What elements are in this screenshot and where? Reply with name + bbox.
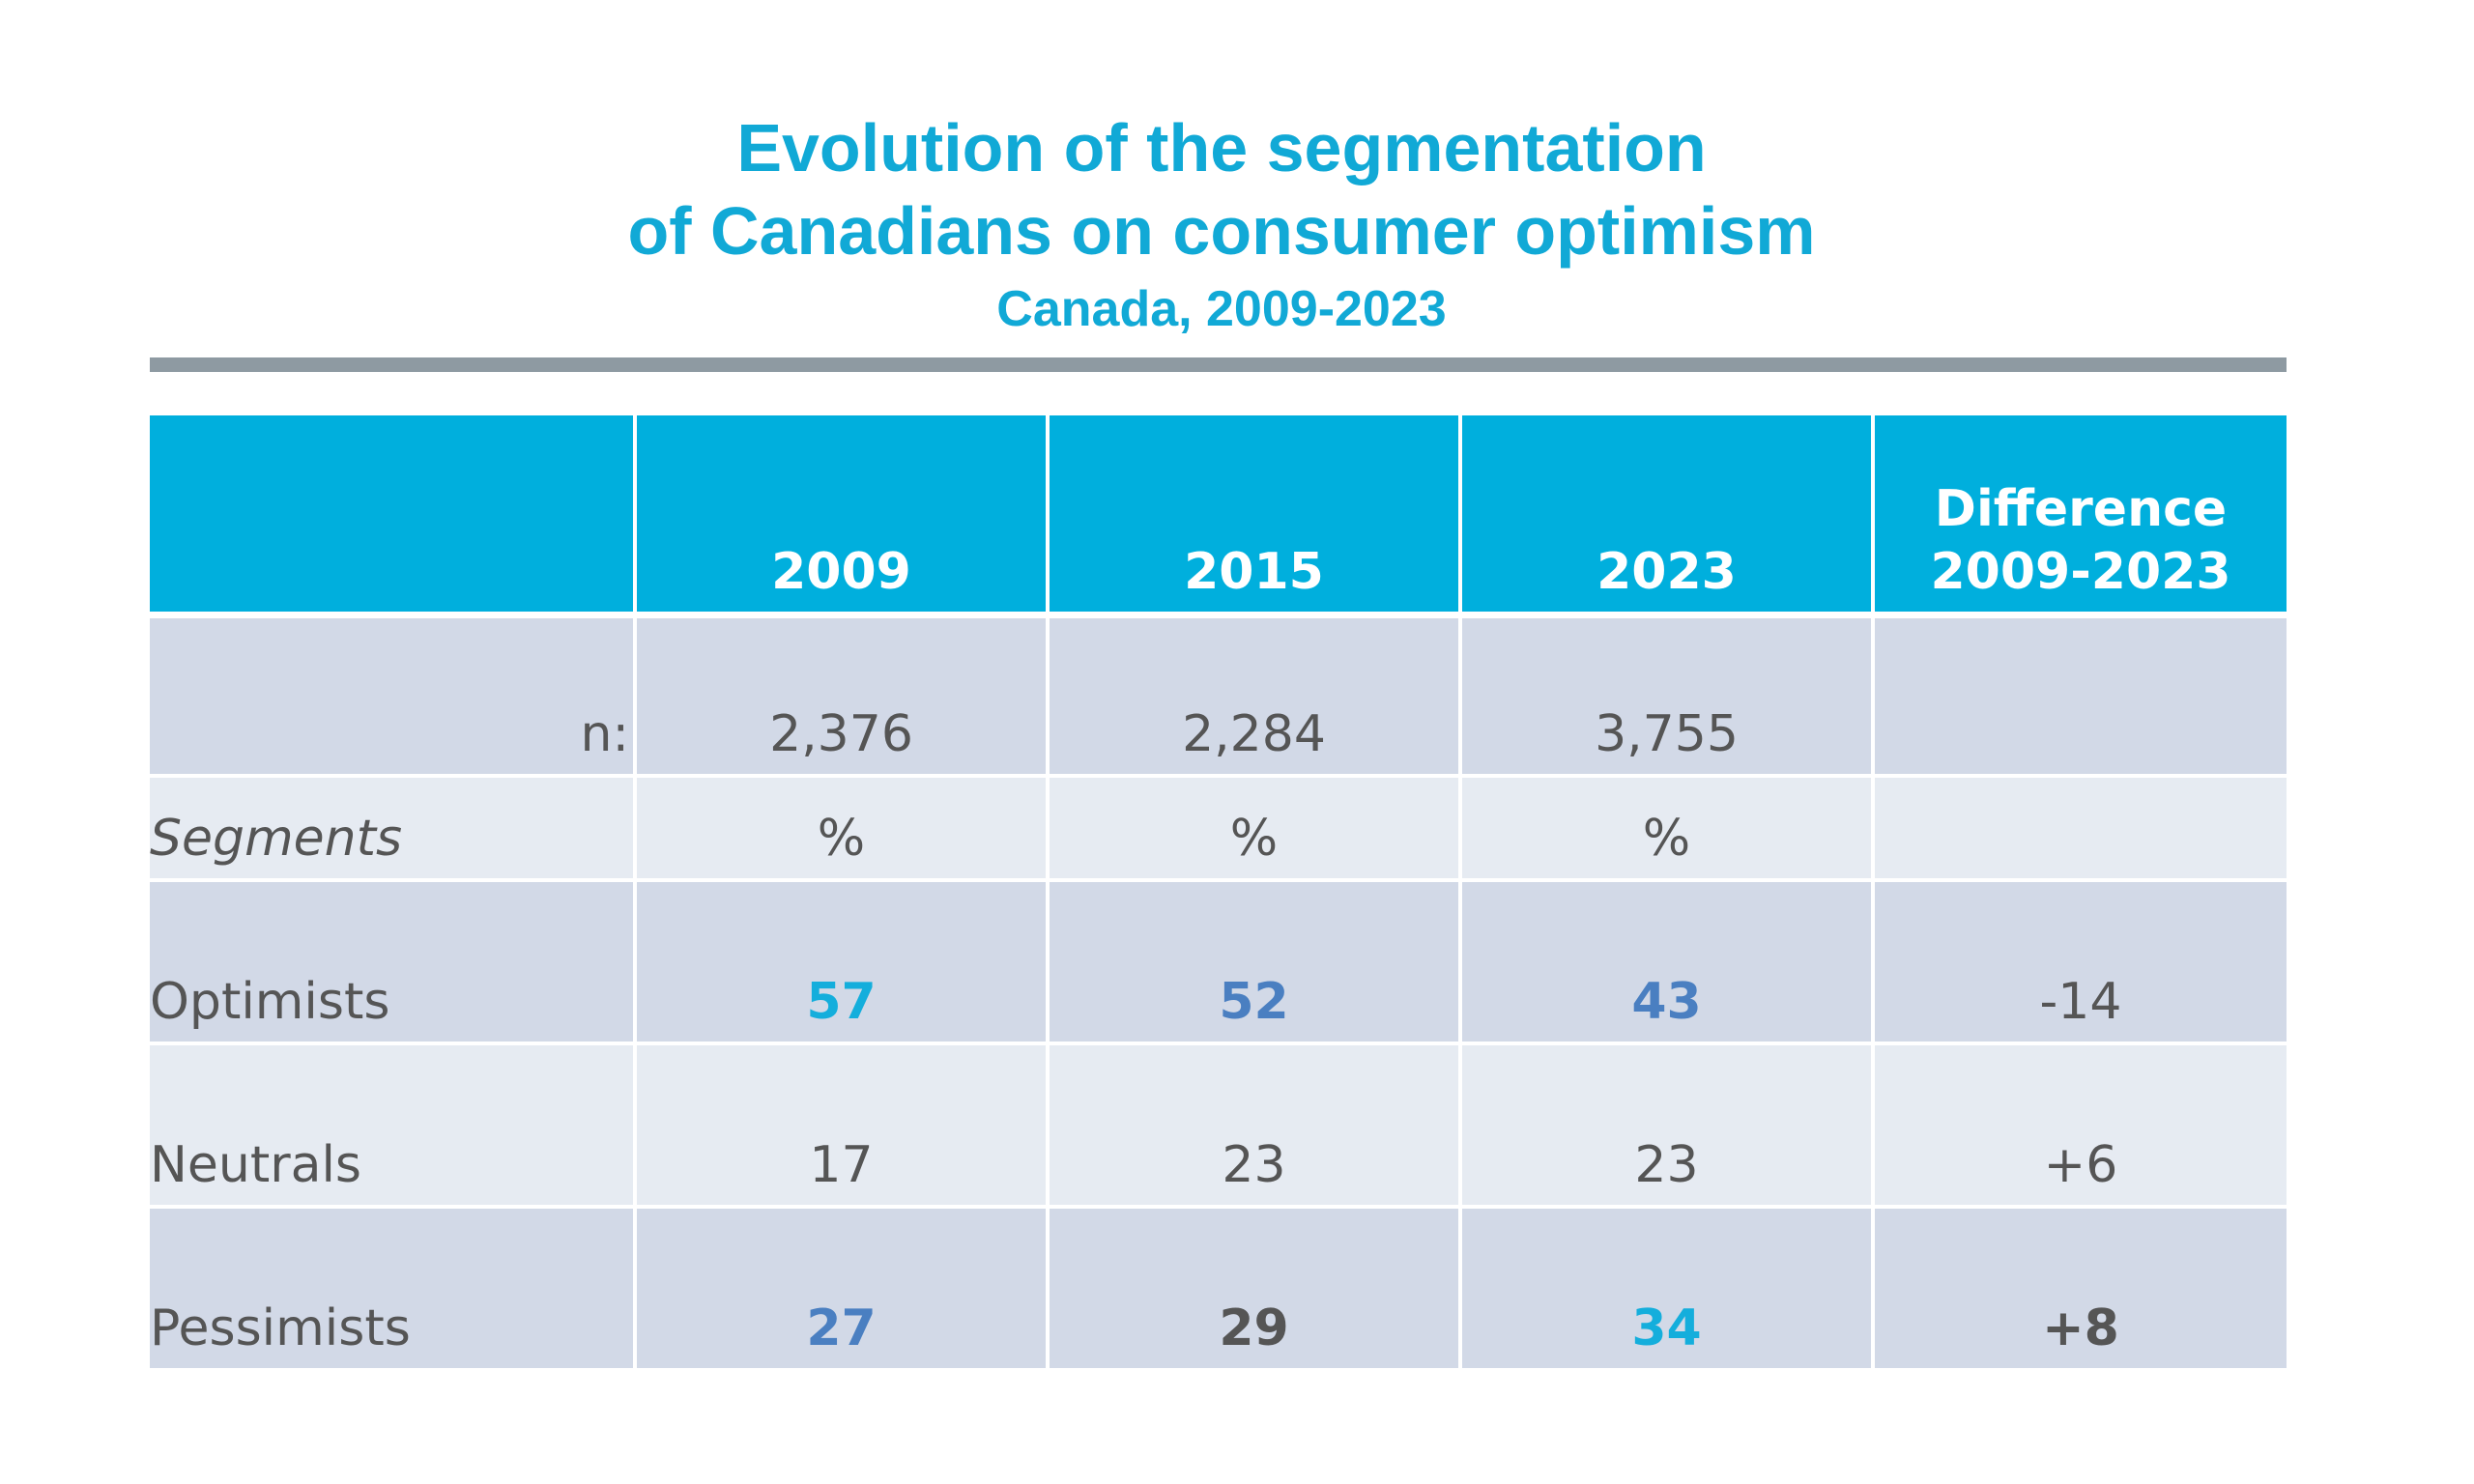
header-row: 2009 2015 2023 Difference 2009-2023 bbox=[150, 415, 2287, 618]
title-divider bbox=[150, 357, 2287, 372]
header-2015: 2015 bbox=[1050, 415, 1462, 612]
neutrals-difference: +6 bbox=[2043, 1136, 2118, 1194]
pessimists-2023: 34 bbox=[1462, 1209, 1875, 1368]
unit-2023: % bbox=[1462, 778, 1875, 878]
sample-size-label: n: bbox=[150, 618, 637, 774]
subtitle: Canada, 2009-2023 bbox=[996, 281, 1447, 337]
table-row-neutrals: Neutrals 17 23 23 +6 bbox=[150, 1045, 2287, 1209]
pessimists-2009: 27 bbox=[637, 1209, 1050, 1368]
header-2009: 2009 bbox=[637, 415, 1050, 612]
header-corner-cell bbox=[150, 415, 637, 612]
neutrals-2009: 17 bbox=[637, 1045, 1050, 1205]
table-row-optimists: Optimists 57 52 43 -14 bbox=[150, 882, 2287, 1045]
optimists-2023: 43 bbox=[1462, 882, 1875, 1042]
segments-label: Segments bbox=[150, 778, 637, 878]
unit-row: Segments % % % bbox=[150, 778, 2287, 882]
segmentation-table: 2009 2015 2023 Difference 2009-2023 n: 2… bbox=[150, 415, 2287, 1372]
title-block: Evolution of the segmentation of Canadia… bbox=[0, 106, 2443, 346]
row-label-neutrals: Neutrals bbox=[150, 1045, 637, 1205]
header-difference: Difference 2009-2023 bbox=[1875, 415, 2287, 612]
neutrals-2015: 23 bbox=[1050, 1045, 1462, 1205]
optimists-2015: 52 bbox=[1050, 882, 1462, 1042]
optimists-difference: -14 bbox=[2039, 973, 2122, 1031]
row-label-pessimists: Pessimists bbox=[150, 1209, 637, 1368]
title-line-2: of Canadians on consumer optimism bbox=[627, 193, 1816, 269]
optimists-2009: 57 bbox=[637, 882, 1050, 1042]
pessimists-difference: +8 bbox=[2042, 1299, 2119, 1357]
header-difference-line1: Difference bbox=[1934, 480, 2228, 538]
neutrals-2023: 23 bbox=[1462, 1045, 1875, 1205]
sample-size-row: n: 2,376 2,284 3,755 bbox=[150, 618, 2287, 778]
sample-size-difference bbox=[1875, 618, 2287, 774]
sample-size-2009: 2,376 bbox=[637, 618, 1050, 774]
unit-2009: % bbox=[637, 778, 1050, 878]
title-line-1: Evolution of the segmentation bbox=[736, 110, 1707, 186]
sample-size-2023: 3,755 bbox=[1462, 618, 1875, 774]
unit-2015: % bbox=[1050, 778, 1462, 878]
header-2023: 2023 bbox=[1462, 415, 1875, 612]
header-difference-line2: 2009-2023 bbox=[1930, 543, 2231, 601]
row-label-optimists: Optimists bbox=[150, 882, 637, 1042]
unit-difference bbox=[1875, 778, 2287, 878]
table-row-pessimists: Pessimists 27 29 34 +8 bbox=[150, 1209, 2287, 1372]
pessimists-2015: 29 bbox=[1050, 1209, 1462, 1368]
sample-size-2015: 2,284 bbox=[1050, 618, 1462, 774]
